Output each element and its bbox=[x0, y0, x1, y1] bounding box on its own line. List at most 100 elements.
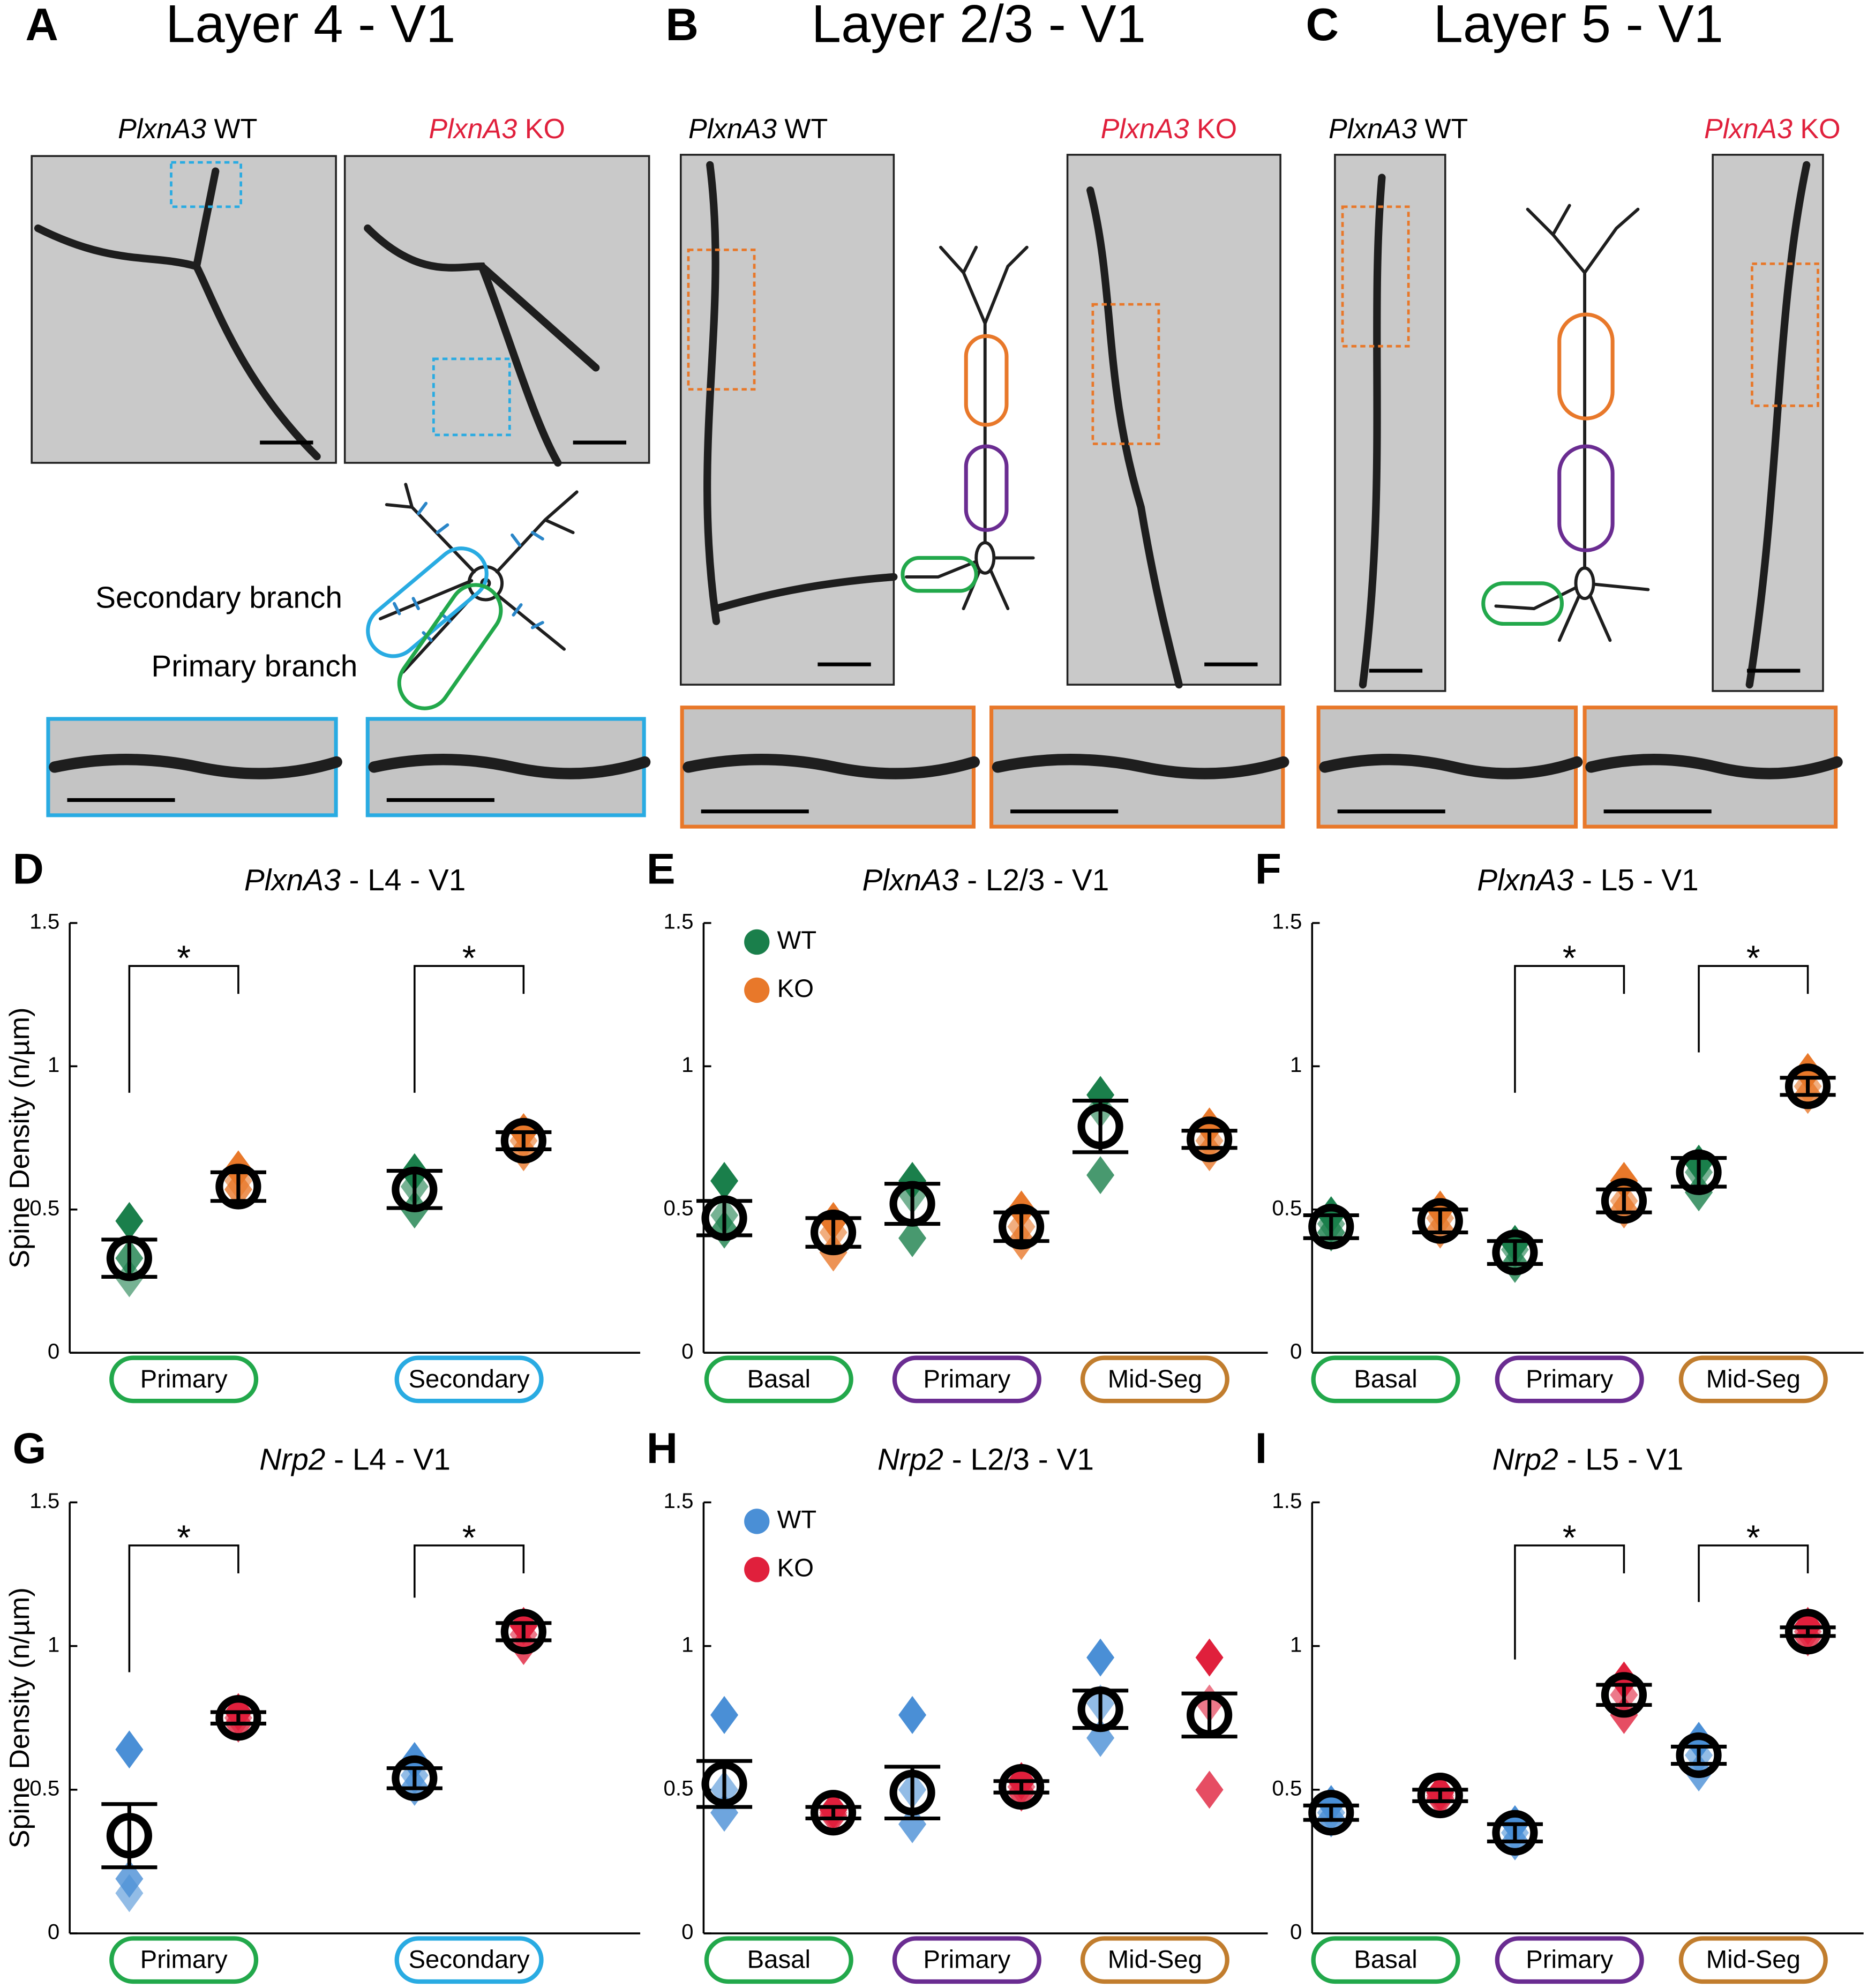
dendrite bbox=[49, 754, 342, 779]
roi-box bbox=[432, 357, 511, 437]
y-tick-label: 1 bbox=[681, 1632, 693, 1656]
mean-marker bbox=[392, 1166, 438, 1212]
dendrite bbox=[1359, 174, 1386, 689]
mean-marker bbox=[701, 1761, 747, 1807]
category-pill bbox=[1080, 1936, 1229, 1984]
dendrite bbox=[682, 754, 980, 779]
category-pill bbox=[109, 1936, 259, 1984]
animal-diamond bbox=[1086, 1156, 1115, 1195]
y-tick-label: 0.5 bbox=[664, 1776, 694, 1800]
animal-diamond bbox=[1195, 1638, 1224, 1677]
mean-marker bbox=[500, 1117, 546, 1164]
y-tick-label: 0 bbox=[48, 1339, 59, 1363]
panel-letter: B bbox=[665, 0, 699, 50]
significance-star: * bbox=[177, 1518, 191, 1558]
y-tick-label: 0.5 bbox=[664, 1196, 694, 1220]
y-tick-label: 1.5 bbox=[664, 1489, 694, 1513]
significance-bracket bbox=[1698, 1544, 1809, 1602]
dendrite bbox=[1319, 754, 1583, 779]
title-rest: - L2/3 - V1 bbox=[967, 864, 1109, 897]
genotype: WT bbox=[214, 114, 257, 145]
panel-title: Layer 5 - V1 bbox=[1434, 0, 1723, 54]
mean-marker bbox=[1601, 1672, 1647, 1718]
gene-name: PlxnA3 bbox=[688, 114, 777, 145]
dendrite bbox=[364, 224, 600, 467]
roi-box bbox=[1751, 262, 1819, 407]
category-pill bbox=[1678, 1355, 1828, 1404]
legend-swatch bbox=[744, 977, 770, 1003]
genotype-label: PlxnA3 KO bbox=[1704, 114, 1841, 145]
error-bar bbox=[210, 1170, 266, 1203]
legend-label: WT bbox=[777, 1505, 817, 1534]
x-tick-label: Basal bbox=[1354, 1946, 1417, 1974]
mean-marker bbox=[1077, 1104, 1123, 1150]
y-tick-label: 1.5 bbox=[29, 910, 59, 934]
roi-box bbox=[1341, 205, 1410, 348]
category-pill bbox=[1311, 1936, 1460, 1984]
animal-diamond bbox=[115, 1730, 144, 1769]
significance-star: * bbox=[462, 1518, 476, 1558]
category-pill bbox=[704, 1355, 853, 1404]
mean-marker bbox=[392, 1755, 438, 1801]
legend-label: WT bbox=[777, 926, 817, 955]
gene-name: PlxnA3 bbox=[1329, 114, 1417, 145]
dendrite bbox=[1585, 754, 1843, 779]
y-tick-label: 0 bbox=[1290, 1920, 1302, 1944]
y-tick-label: 1.5 bbox=[1272, 1489, 1302, 1513]
genotype-label: PlxnA3 WT bbox=[1329, 114, 1468, 145]
x-tick-label: Primary bbox=[1526, 1365, 1613, 1393]
y-tick-label: 0 bbox=[681, 1920, 693, 1944]
title-rest: - L2/3 - V1 bbox=[952, 1443, 1094, 1477]
significance-star: * bbox=[1563, 939, 1577, 978]
y-tick-label: 0 bbox=[1290, 1339, 1302, 1363]
mean-marker bbox=[1187, 1116, 1233, 1162]
panel-letter: C bbox=[1306, 0, 1339, 50]
genotype: KO bbox=[1800, 114, 1840, 145]
y-tick-label: 0.5 bbox=[29, 1196, 59, 1220]
mean-marker bbox=[810, 1790, 857, 1836]
mean-marker bbox=[1492, 1810, 1538, 1856]
mean-marker bbox=[889, 1769, 935, 1816]
mean-marker bbox=[701, 1195, 747, 1241]
panel-title: Layer 2/3 - V1 bbox=[812, 0, 1146, 54]
genotype-label: PlxnA3 KO bbox=[1101, 114, 1238, 145]
gene-name: PlxnA3 bbox=[1477, 864, 1573, 897]
genotype-label: PlxnA3 WT bbox=[688, 114, 828, 145]
dendrite bbox=[1745, 161, 1811, 689]
significance-bracket bbox=[1514, 1544, 1625, 1660]
chart-title: PlxnA3 - L4 - V1 bbox=[244, 864, 466, 897]
mean-marker bbox=[1308, 1790, 1354, 1836]
dendrite bbox=[368, 754, 651, 779]
significance-bracket bbox=[414, 965, 525, 1093]
mean-marker bbox=[215, 1695, 261, 1741]
animal-diamond bbox=[710, 1161, 739, 1200]
y-tick-label: 0 bbox=[681, 1339, 693, 1363]
mean-marker bbox=[1308, 1204, 1354, 1250]
y-tick-label: 1.5 bbox=[664, 910, 694, 934]
chart-title: Nrp2 - L2/3 - V1 bbox=[878, 1443, 1094, 1477]
animal-diamond bbox=[1195, 1771, 1224, 1809]
significance-star: * bbox=[1563, 1518, 1577, 1558]
chart-title: PlxnA3 - L5 - V1 bbox=[1477, 864, 1698, 897]
x-tick-label: Primary bbox=[140, 1946, 228, 1974]
micrograph bbox=[1334, 154, 1446, 692]
chart-title: Nrp2 - L5 - V1 bbox=[1492, 1443, 1684, 1477]
mean-marker bbox=[106, 1813, 152, 1859]
roi-box bbox=[687, 249, 756, 391]
error-bar bbox=[993, 1210, 1049, 1243]
x-tick-label: Secondary bbox=[408, 1365, 530, 1393]
roi-box bbox=[1091, 303, 1160, 445]
category-pill bbox=[394, 1936, 544, 1984]
category-pill bbox=[394, 1355, 544, 1404]
category-pill bbox=[1080, 1355, 1229, 1404]
mean-marker bbox=[1492, 1229, 1538, 1276]
x-tick-label: Secondary bbox=[408, 1946, 530, 1974]
y-axis-label: Spine Density (n/µm) bbox=[4, 1587, 35, 1848]
mean-marker bbox=[998, 1204, 1045, 1250]
category-pill bbox=[1311, 1355, 1460, 1404]
gene-name: Nrp2 bbox=[1492, 1443, 1558, 1477]
genotype: WT bbox=[1424, 114, 1468, 145]
neuron-diagram bbox=[901, 204, 1650, 642]
animal-diamond bbox=[898, 1696, 927, 1734]
